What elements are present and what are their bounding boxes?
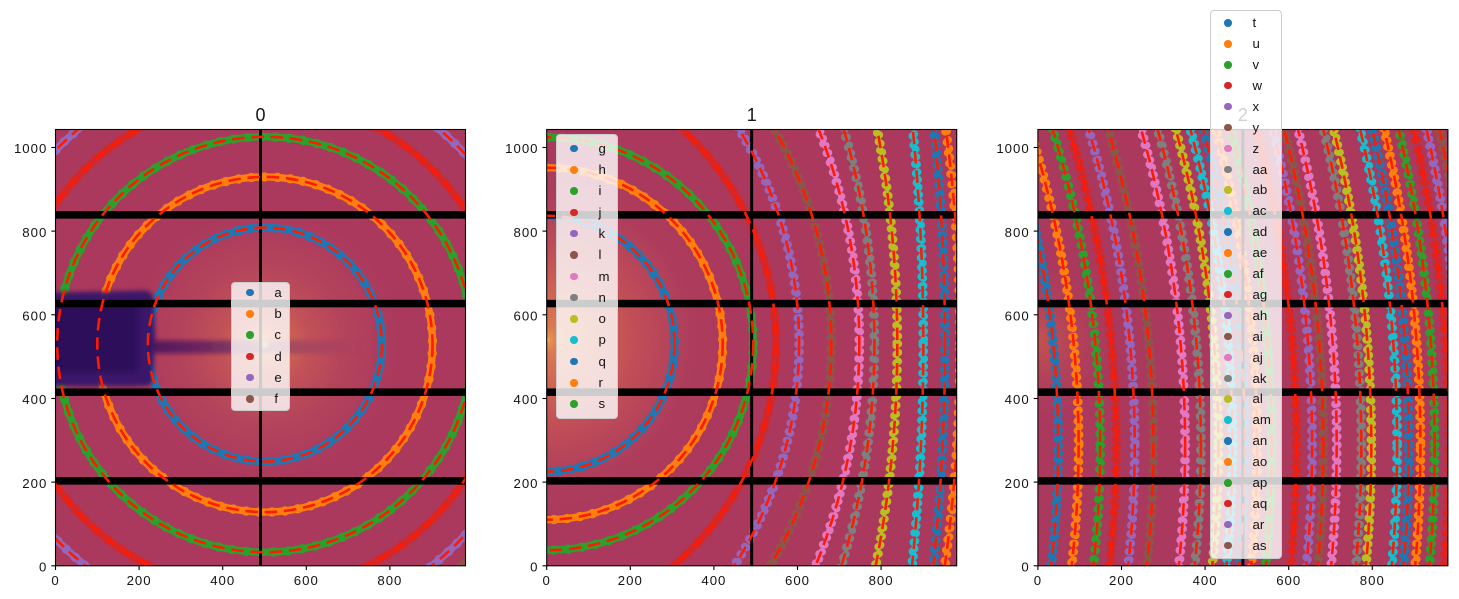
- svg-text:1000: 1000: [505, 141, 538, 156]
- svg-text:0: 0: [1034, 573, 1042, 588]
- svg-text:0: 0: [530, 560, 538, 575]
- svg-text:200: 200: [22, 476, 47, 491]
- svg-text:1: 1: [747, 105, 757, 125]
- svg-text:800: 800: [513, 225, 538, 240]
- svg-text:800: 800: [1005, 225, 1030, 240]
- svg-text:200: 200: [1005, 476, 1030, 491]
- svg-text:200: 200: [127, 573, 152, 588]
- svg-text:400: 400: [1193, 573, 1218, 588]
- svg-text:600: 600: [22, 309, 47, 324]
- svg-text:200: 200: [1109, 573, 1134, 588]
- svg-text:400: 400: [513, 392, 538, 407]
- svg-text:400: 400: [210, 573, 235, 588]
- svg-text:400: 400: [1005, 392, 1030, 407]
- svg-text:600: 600: [1276, 573, 1301, 588]
- svg-text:800: 800: [869, 573, 894, 588]
- svg-text:600: 600: [513, 309, 538, 324]
- svg-text:800: 800: [1360, 573, 1385, 588]
- svg-text:0: 0: [51, 573, 59, 588]
- svg-text:0: 0: [543, 573, 551, 588]
- svg-text:800: 800: [22, 225, 47, 240]
- svg-text:800: 800: [377, 573, 402, 588]
- svg-text:1000: 1000: [14, 141, 47, 156]
- svg-text:0: 0: [255, 105, 265, 125]
- svg-text:400: 400: [22, 392, 47, 407]
- svg-text:600: 600: [1005, 309, 1030, 324]
- svg-text:600: 600: [785, 573, 810, 588]
- svg-text:0: 0: [39, 560, 47, 575]
- svg-text:1000: 1000: [996, 141, 1029, 156]
- svg-text:0: 0: [1021, 560, 1029, 575]
- svg-text:200: 200: [513, 476, 538, 491]
- svg-text:400: 400: [701, 573, 726, 588]
- svg-text:600: 600: [294, 573, 319, 588]
- svg-text:200: 200: [618, 573, 643, 588]
